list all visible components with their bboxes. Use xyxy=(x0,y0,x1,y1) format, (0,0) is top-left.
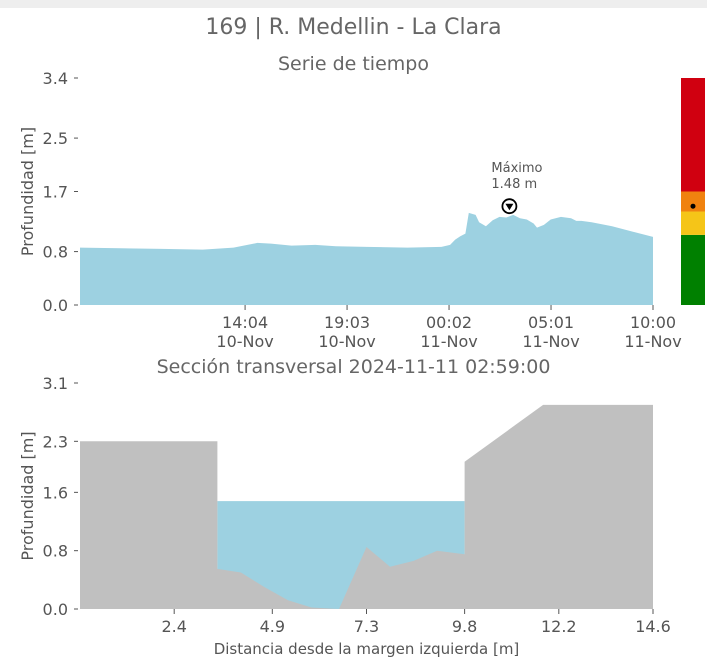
page-title: 169 | R. Medellin - La Clara xyxy=(205,15,502,40)
timeseries-title: Serie de tiempo xyxy=(278,53,429,75)
x-tick-label-date: 11-Nov xyxy=(522,332,579,351)
y-tick-label: 3.1 xyxy=(43,374,68,393)
x-tick-label: 14.6 xyxy=(635,617,671,636)
section-title: Sección transversal 2024-11-11 02:59:00 xyxy=(156,356,551,378)
y-tick-label: 0.8 xyxy=(43,542,68,561)
alert-level-segment xyxy=(681,234,705,305)
max-value: 1.48 m xyxy=(491,177,537,192)
x-tick-label-date: 11-Nov xyxy=(420,332,477,351)
y-axis-label: Profundidad [m] xyxy=(18,127,37,256)
y-tick-label: 2.5 xyxy=(43,129,68,148)
x-tick-label: 9.8 xyxy=(452,617,477,636)
top-strip xyxy=(0,0,707,8)
x-tick-label-date: 10-Nov xyxy=(318,332,375,351)
y-tick-label: 0.0 xyxy=(43,296,68,315)
max-marker-triangle xyxy=(505,203,514,211)
x-tick-label-time: 05:01 xyxy=(528,313,574,332)
y-tick-label: 1.7 xyxy=(43,183,68,202)
timeseries-area xyxy=(80,212,653,305)
x-tick-label-time: 00:02 xyxy=(426,313,472,332)
riverbed-ground-area xyxy=(80,404,653,609)
x-tick-label: 4.9 xyxy=(260,617,285,636)
y-tick-label: 3.4 xyxy=(43,69,68,88)
max-label: Máximo xyxy=(491,161,542,176)
y-tick-label: 0.0 xyxy=(43,600,68,619)
x-tick-label: 2.4 xyxy=(161,617,186,636)
x-tick-label-date: 11-Nov xyxy=(624,332,681,351)
y-tick-label: 0.8 xyxy=(43,243,68,262)
alert-current-level-dot xyxy=(690,203,696,209)
alert-level-segment xyxy=(681,211,705,235)
y-tick-label: 2.3 xyxy=(43,432,68,451)
x-tick-label-time: 19:03 xyxy=(324,313,370,332)
alert-level-segment xyxy=(681,78,705,192)
x-tick-label-time: 10:00 xyxy=(630,313,676,332)
alert-level-segment xyxy=(681,191,705,212)
x-axis-label: Distancia desde la margen izquierda [m] xyxy=(214,640,520,658)
x-tick-label-time: 14:04 xyxy=(222,313,268,332)
x-tick-label-date: 10-Nov xyxy=(216,332,273,351)
x-tick-label: 7.3 xyxy=(354,617,379,636)
y-tick-label: 1.6 xyxy=(43,483,68,502)
y-axis-label: Profundidad [m] xyxy=(18,431,37,560)
x-tick-label: 12.2 xyxy=(541,617,577,636)
